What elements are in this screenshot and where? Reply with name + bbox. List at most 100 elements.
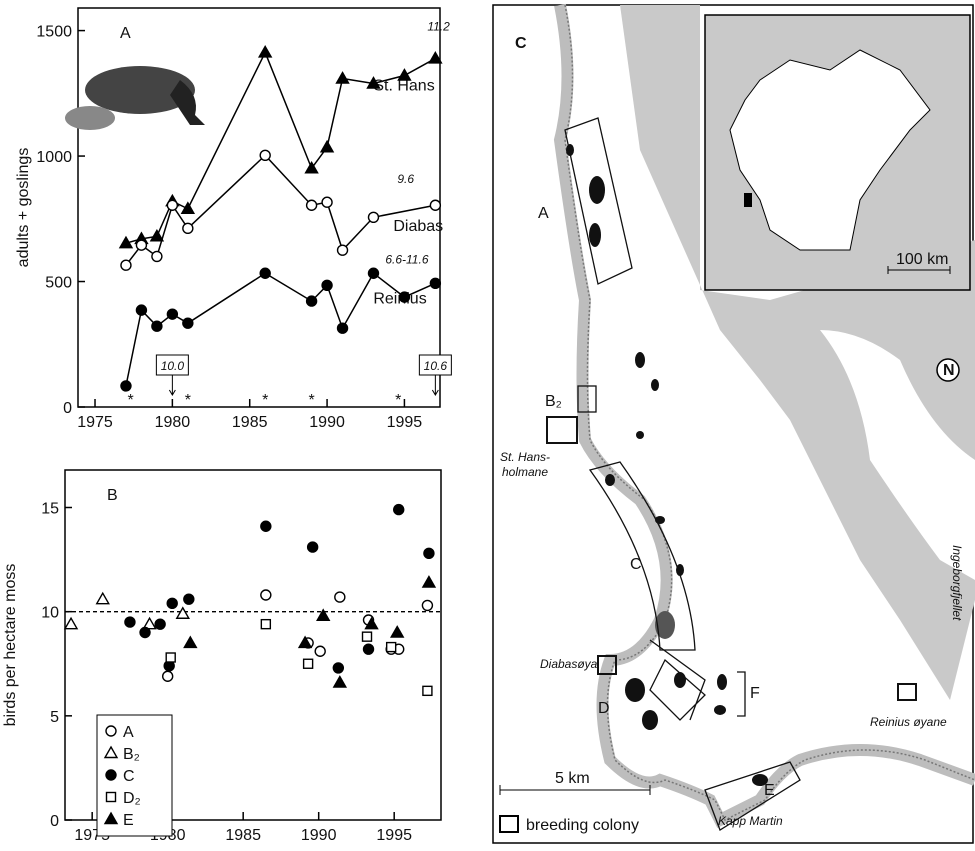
marker — [393, 503, 405, 516]
goose-body — [85, 66, 195, 114]
marker — [105, 769, 117, 781]
marker — [367, 211, 380, 223]
marker — [259, 149, 271, 162]
map-label: Kapp Martin — [718, 814, 783, 828]
marker — [421, 575, 437, 588]
y-tick-label: 1500 — [36, 24, 72, 41]
map-label: Diabasøya — [540, 657, 598, 671]
goose-gosling — [65, 106, 115, 130]
panel-label: B — [107, 487, 118, 504]
legend-label: A — [123, 724, 134, 741]
y-tick-label: 0 — [50, 813, 59, 830]
star: * — [262, 392, 268, 409]
marker — [367, 267, 380, 279]
marker — [304, 160, 319, 174]
marker — [149, 228, 165, 242]
inset-scale-bar — [887, 266, 951, 274]
legend-label: E — [123, 812, 134, 829]
marker — [260, 589, 272, 601]
marker — [314, 645, 326, 657]
marker — [319, 139, 335, 153]
marker — [297, 635, 313, 649]
plot-frame — [64, 469, 442, 821]
marker — [316, 608, 331, 622]
marker — [165, 652, 176, 663]
marker — [332, 662, 345, 674]
marker — [334, 591, 346, 603]
y-tick-label: 5 — [50, 709, 59, 726]
land — [620, 5, 975, 700]
legend-label: C — [123, 768, 135, 785]
x-tick-label: 1985 — [225, 827, 261, 844]
marker — [397, 68, 412, 81]
annotation-arrow — [168, 375, 176, 396]
annotation-label: 10.0 — [161, 359, 185, 373]
map-label: B₂ — [545, 393, 562, 410]
goose-illustration — [65, 66, 205, 130]
marker — [321, 196, 333, 208]
marker — [180, 201, 196, 214]
coast-edge — [564, 4, 975, 822]
marker — [120, 259, 132, 271]
legend-label: B₂ — [123, 746, 140, 763]
x-tick-label: 1995 — [387, 414, 423, 431]
colony-outlines — [546, 117, 917, 831]
marker — [105, 725, 117, 737]
series-note: 6.6-11.6 — [385, 252, 428, 266]
north-arrow — [936, 358, 960, 382]
marker — [95, 591, 110, 605]
marker — [105, 791, 117, 803]
y-axis-label: adults + goslings — [15, 148, 32, 268]
star: * — [127, 392, 133, 409]
marker — [182, 222, 194, 235]
panel-label: C — [515, 35, 527, 52]
y-tick-label: 0 — [63, 400, 72, 417]
annotation-label: 10.6 — [424, 359, 448, 373]
marker — [385, 641, 397, 653]
marker — [183, 593, 195, 605]
map: C A B₂ St. Hans- holmane C Diabasøya D E… — [492, 3, 975, 844]
marker — [182, 317, 194, 329]
goose-neck — [170, 80, 205, 125]
marker — [103, 811, 119, 825]
map-label: Reinius øyane — [870, 715, 947, 729]
marker — [335, 71, 350, 84]
marker — [257, 45, 273, 58]
marker — [429, 199, 442, 211]
marker — [361, 631, 373, 642]
marker — [260, 520, 272, 532]
annotation-arrow — [431, 375, 439, 396]
marker — [63, 616, 79, 630]
marker — [364, 616, 379, 630]
marker — [259, 267, 271, 279]
y-axis-label: birds per hectare moss — [2, 564, 19, 727]
x-tick-label: 1980 — [155, 414, 191, 431]
marker — [305, 199, 318, 211]
marker — [421, 599, 434, 612]
map-label: A — [538, 205, 549, 222]
marker — [398, 291, 411, 303]
charts: 0 500 1000 1500 1975 1980 1985 1990 1995 Aadults … — [2, 7, 452, 844]
marker — [423, 547, 435, 560]
inset-land — [729, 49, 931, 251]
y-tick-label: 15 — [41, 501, 59, 518]
marker — [429, 277, 442, 289]
marker — [151, 320, 163, 332]
x-tick-label: 1990 — [309, 414, 345, 431]
legend-label: breeding colony — [526, 817, 639, 834]
marker — [166, 308, 179, 320]
marker — [120, 380, 132, 392]
scale-bar — [499, 785, 651, 795]
coastline — [553, 3, 975, 829]
map-label: D — [598, 700, 610, 717]
marker — [321, 279, 333, 291]
marker — [428, 51, 443, 64]
legend-swatch — [499, 815, 519, 833]
marker — [154, 618, 166, 630]
marker — [336, 322, 349, 334]
star: * — [308, 392, 314, 409]
marker — [183, 635, 198, 649]
panel-label: A — [120, 25, 131, 42]
legend-label: D₂ — [123, 790, 141, 807]
marker — [142, 616, 157, 630]
